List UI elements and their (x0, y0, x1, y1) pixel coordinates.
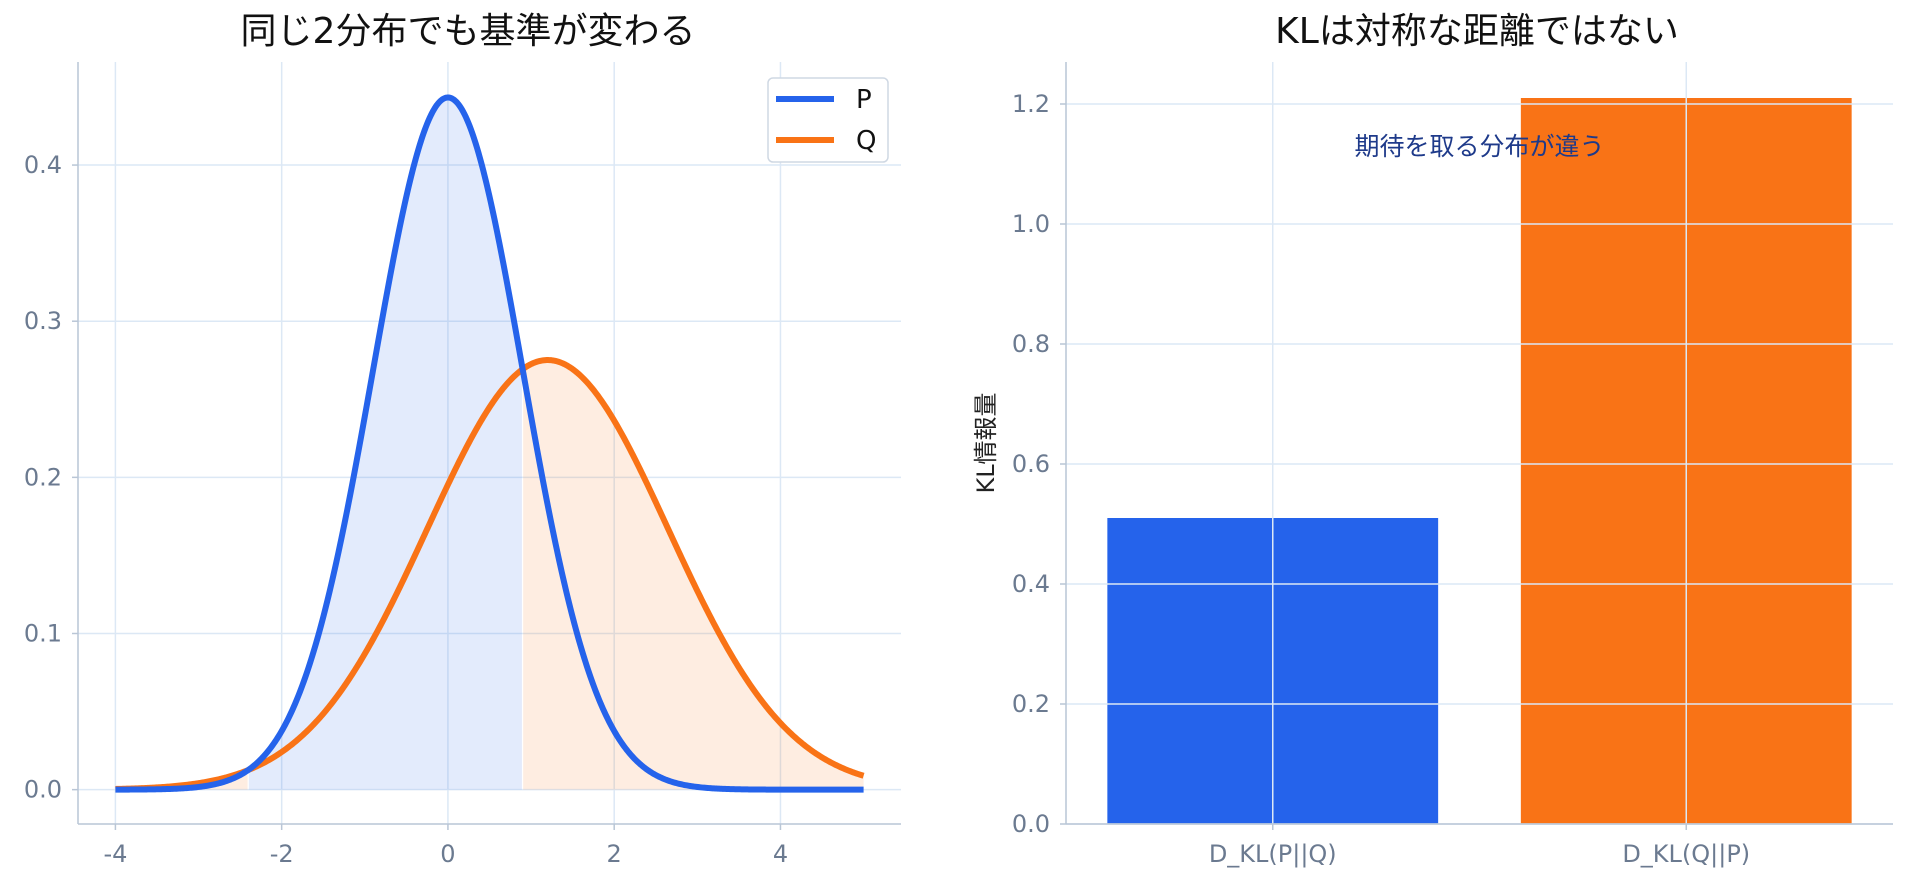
density-x-tick-label: -2 (270, 840, 294, 868)
kl-y-tick-label: 1.0 (1012, 210, 1050, 238)
kl-bar-chart-title: KLは対称な距離ではない (1275, 11, 1679, 52)
kl-y-tick-label: 1.2 (1012, 90, 1050, 118)
density-line-p (113, 94, 866, 793)
density-chart: 同じ2分布でも基準が変わる -4 -2 0 2 4 0.0 0.1 0.2 0.3 0.4 P Q (24, 11, 901, 868)
density-chart-lines (113, 94, 866, 793)
density-chart-ticks: -4 -2 0 2 4 0.0 0.1 0.2 0.3 0.4 (24, 151, 788, 868)
density-y-tick-label: 0.1 (24, 620, 62, 648)
kl-bar-chart: KLは対称な距離ではない 0.0 0.2 0.4 0.6 0.8 1.0 1.2 D_KL(P… (972, 11, 1893, 868)
density-x-tick-label: -4 (103, 840, 127, 868)
density-y-tick-label: 0.0 (24, 776, 62, 804)
shade-q-greater (523, 360, 864, 790)
density-x-tick-label: 2 (607, 840, 622, 868)
density-y-tick-label: 0.2 (24, 463, 62, 491)
legend-label-q: Q (856, 126, 876, 156)
kl-bar-chart-annotation: 期待を取る分布が違う (1354, 132, 1604, 161)
kl-y-tick-label: 0.0 (1012, 810, 1050, 838)
kl-y-tick-label: 0.8 (1012, 330, 1050, 358)
density-chart-title: 同じ2分布でも基準が変わる (241, 11, 696, 52)
kl-y-tick-label: 0.2 (1012, 690, 1050, 718)
kl-bar-chart-y-axis-label: KL情報量 (972, 392, 1000, 493)
shade-p-greater (248, 97, 522, 790)
density-x-tick-label: 4 (773, 840, 788, 868)
density-x-tick-label: 0 (440, 840, 455, 868)
density-y-tick-label: 0.4 (24, 151, 62, 179)
legend: P Q (767, 77, 889, 163)
kl-y-tick-label: 0.6 (1012, 450, 1050, 478)
kl-y-tick-label: 0.4 (1012, 570, 1050, 598)
kl-bar-chart-axes (1065, 62, 1893, 825)
legend-label-p: P (856, 85, 872, 115)
kl-bar-chart-ticks: 0.0 0.2 0.4 0.6 0.8 1.0 1.2 D_KL(P||Q) D_KL(Q||P… (1012, 90, 1750, 868)
density-chart-axes (77, 62, 901, 825)
kl-bar-chart-bars (1107, 98, 1852, 824)
kl-x-tick-label: D_KL(P||Q) (1209, 840, 1337, 868)
density-chart-grid (78, 62, 901, 824)
density-y-tick-label: 0.3 (24, 307, 62, 335)
kl-x-tick-label: D_KL(Q||P) (1622, 840, 1750, 868)
